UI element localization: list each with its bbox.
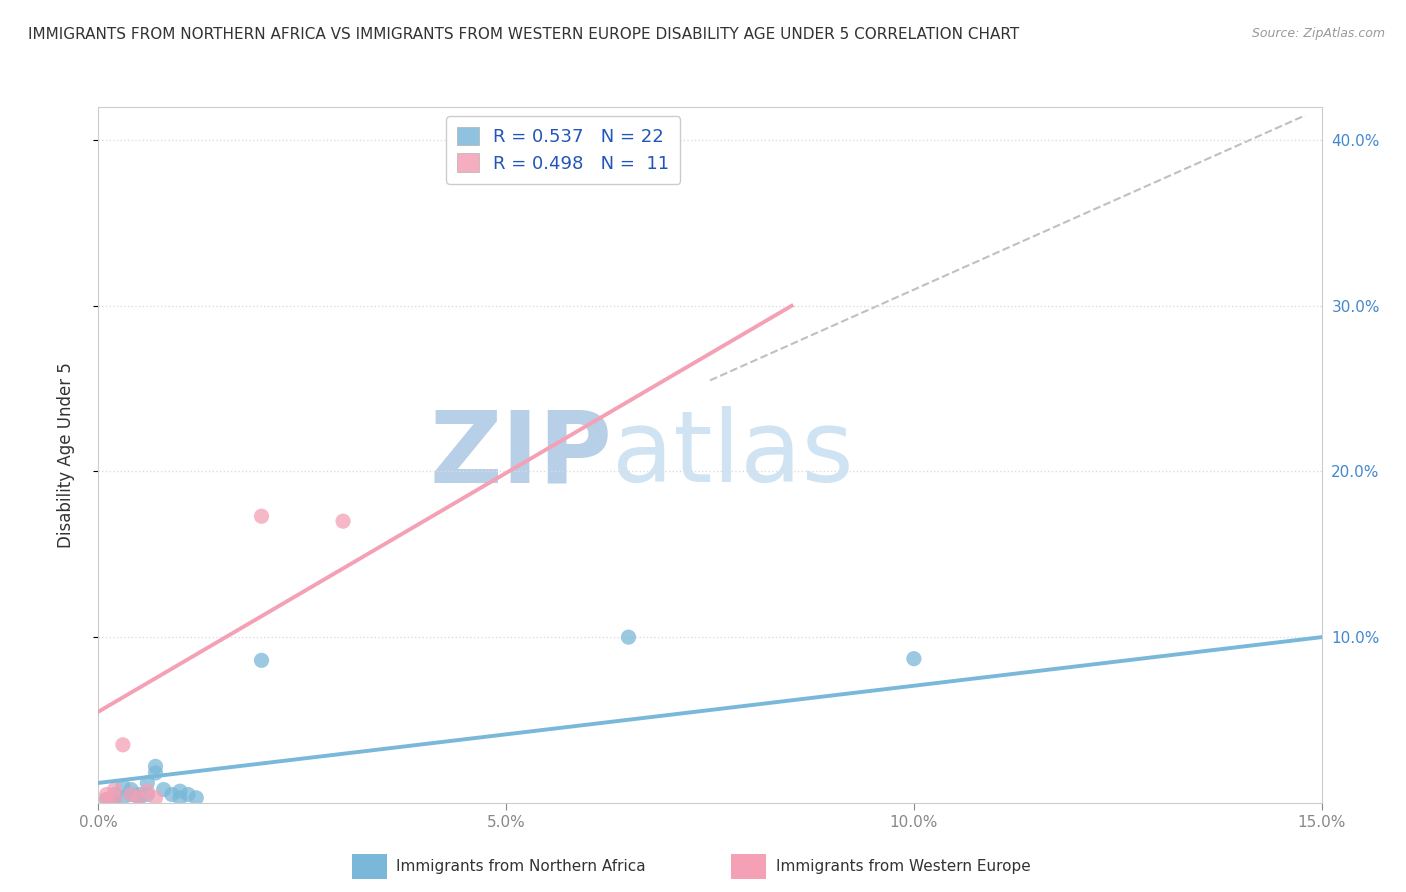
Legend: R = 0.537   N = 22, R = 0.498   N =  11: R = 0.537 N = 22, R = 0.498 N = 11 xyxy=(446,116,681,184)
Point xyxy=(169,784,191,798)
Text: atlas: atlas xyxy=(612,407,853,503)
Text: ZIP: ZIP xyxy=(429,407,612,503)
Point xyxy=(120,788,142,802)
Point xyxy=(332,514,354,528)
Point xyxy=(145,766,167,780)
Point xyxy=(128,790,150,805)
Point xyxy=(120,782,142,797)
Point xyxy=(145,790,167,805)
Point xyxy=(128,790,150,805)
Point xyxy=(617,630,640,644)
Point xyxy=(120,788,142,802)
Y-axis label: Disability Age Under 5: Disability Age Under 5 xyxy=(56,362,75,548)
Point xyxy=(136,788,159,802)
Point xyxy=(96,788,118,802)
Text: Immigrants from Western Europe: Immigrants from Western Europe xyxy=(776,859,1031,873)
Point xyxy=(160,788,183,802)
Point xyxy=(145,759,167,773)
Text: Source: ZipAtlas.com: Source: ZipAtlas.com xyxy=(1251,27,1385,40)
Point xyxy=(111,790,134,805)
Point xyxy=(96,792,118,806)
Point xyxy=(104,788,127,802)
Point xyxy=(111,738,134,752)
Point xyxy=(128,788,150,802)
Point xyxy=(104,790,127,805)
Point xyxy=(111,779,134,793)
Text: Immigrants from Northern Africa: Immigrants from Northern Africa xyxy=(396,859,647,873)
Point xyxy=(104,790,127,805)
Point xyxy=(169,790,191,805)
Point xyxy=(96,792,118,806)
Point xyxy=(250,653,273,667)
Point xyxy=(250,509,273,524)
Point xyxy=(136,784,159,798)
Text: IMMIGRANTS FROM NORTHERN AFRICA VS IMMIGRANTS FROM WESTERN EUROPE DISABILITY AGE: IMMIGRANTS FROM NORTHERN AFRICA VS IMMIG… xyxy=(28,27,1019,42)
Point xyxy=(186,790,208,805)
Point xyxy=(177,788,200,802)
Point xyxy=(104,782,127,797)
Point xyxy=(152,782,174,797)
Point xyxy=(903,651,925,665)
Point xyxy=(136,776,159,790)
